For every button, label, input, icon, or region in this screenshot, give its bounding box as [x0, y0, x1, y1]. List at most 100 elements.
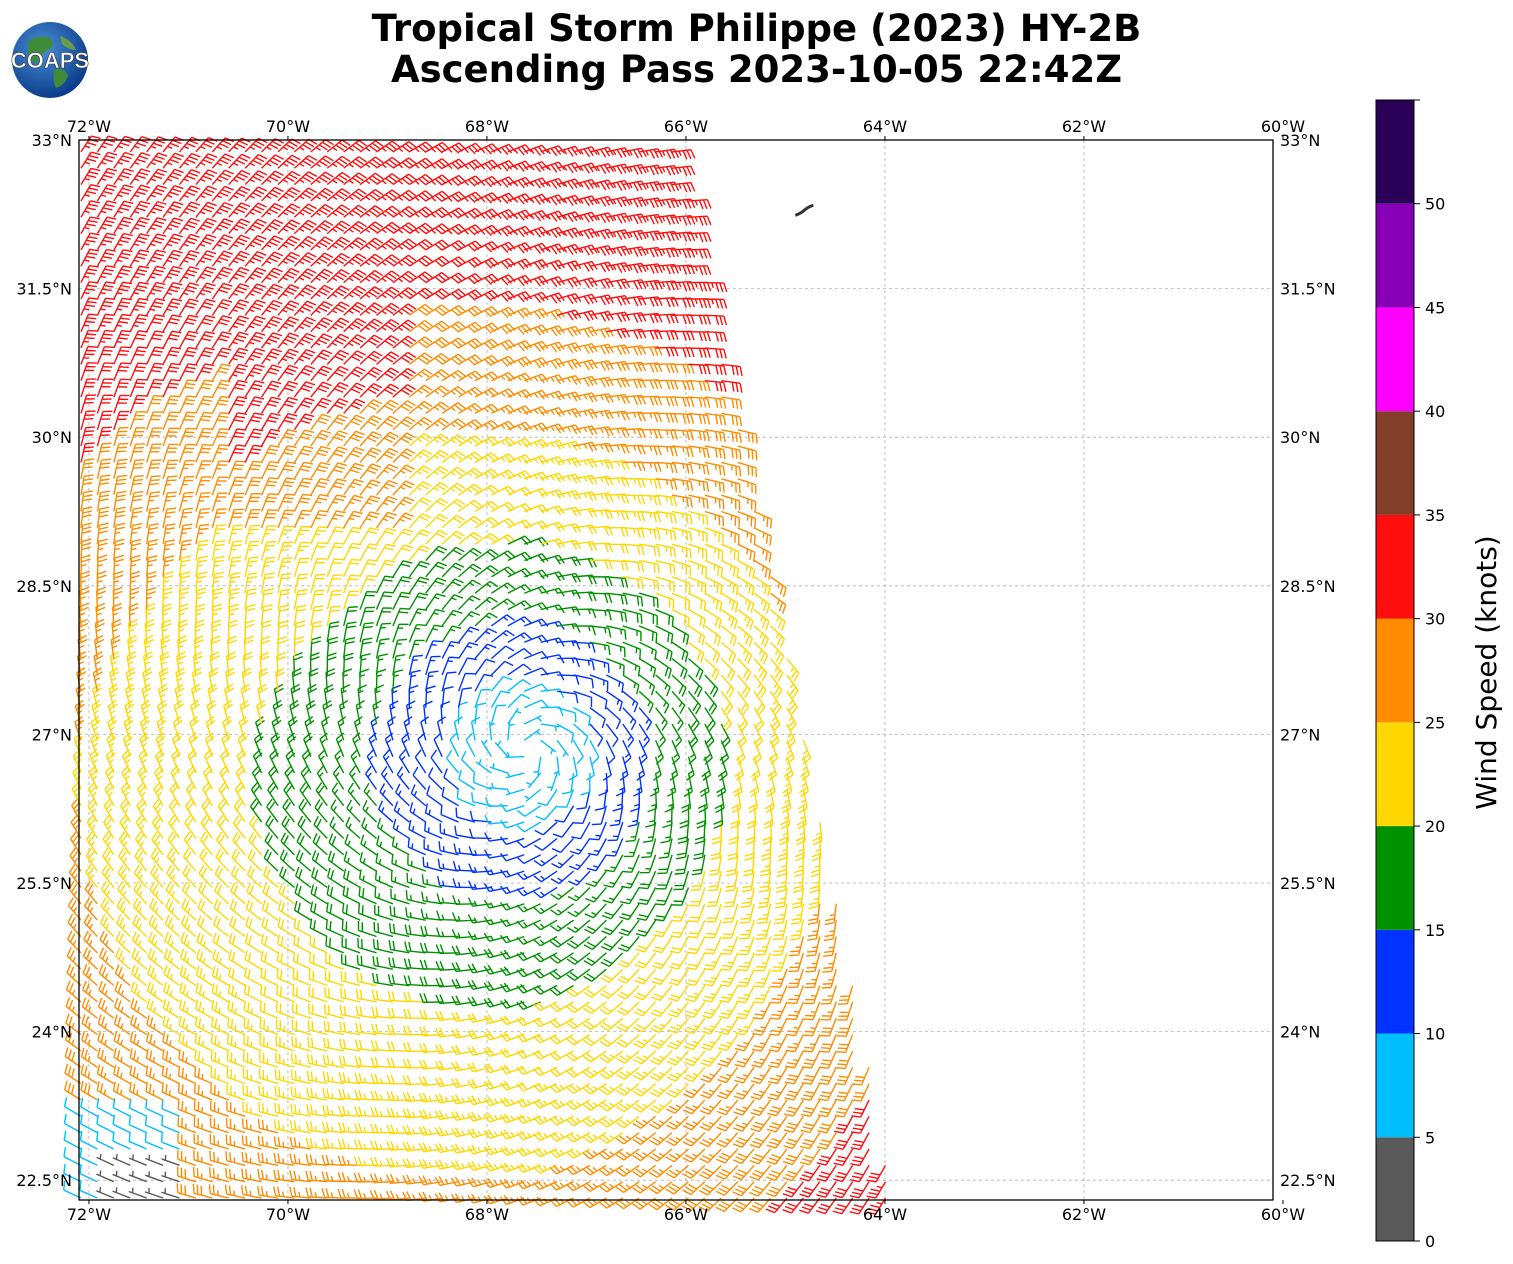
wind-barb	[226, 1050, 246, 1068]
wind-barb	[441, 288, 467, 301]
wind-barb	[782, 1164, 804, 1182]
lat-tick-label-right: 31.5°N	[1280, 280, 1336, 299]
wind-barb	[211, 444, 230, 463]
wind-barb	[719, 985, 739, 1003]
wind-barb	[228, 949, 246, 970]
wind-barb	[582, 1083, 607, 1095]
wind-barb	[79, 1180, 98, 1199]
wind-barb	[473, 772, 492, 791]
wind-barb	[277, 900, 295, 921]
wind-barb	[557, 690, 579, 704]
wind-barb	[195, 395, 214, 414]
wind-barb	[261, 364, 282, 382]
wind-barb	[375, 852, 394, 872]
lon-tick-label-bottom: 64°W	[863, 1205, 907, 1224]
wind-barb	[325, 953, 344, 970]
wind-barb	[359, 527, 380, 545]
wind-barb	[615, 1132, 640, 1145]
wind-barb	[458, 769, 476, 790]
wind-barb	[801, 740, 812, 765]
wind-barb	[227, 966, 246, 987]
wind-barb	[451, 1077, 476, 1089]
wind-barb	[260, 412, 281, 431]
wind-barb	[354, 1072, 377, 1085]
wind-barb	[194, 1066, 213, 1085]
wind-barb	[260, 444, 280, 463]
wind-barb	[767, 1099, 788, 1117]
wind-barb	[225, 1151, 246, 1167]
wind-barb	[836, 1034, 854, 1053]
wind-barb	[211, 476, 229, 496]
wind-barb	[425, 190, 450, 203]
wind-barb	[622, 674, 640, 695]
wind-barb	[786, 1017, 804, 1037]
wind-barb	[146, 378, 164, 398]
wind-barb	[178, 443, 196, 463]
wind-barb	[665, 1181, 689, 1195]
wind-barb	[177, 1133, 197, 1150]
wind-barb	[113, 378, 130, 398]
lon-tick-label-top: 66°W	[664, 117, 708, 136]
wind-barb	[309, 901, 328, 921]
wind-barb	[615, 1083, 640, 1097]
wind-barb	[80, 232, 100, 251]
wind-barb	[146, 1015, 164, 1036]
wind-barb	[499, 836, 525, 846]
wind-barb	[96, 1153, 115, 1166]
wind-barb	[468, 863, 492, 874]
wind-barb	[292, 985, 312, 1003]
wind-barb	[632, 1148, 657, 1162]
wind-barb	[326, 542, 345, 561]
wind-barb	[752, 1001, 772, 1020]
wind-barb	[309, 935, 328, 954]
wind-barb	[195, 298, 216, 316]
wind-barb	[716, 1115, 739, 1132]
wind-barb	[850, 1148, 870, 1167]
wind-barb	[95, 1187, 115, 1199]
wind-barb	[484, 797, 508, 807]
wind-barb	[824, 903, 837, 926]
wind-barb	[195, 444, 213, 463]
wind-barb	[343, 494, 364, 512]
wind-barb	[340, 684, 351, 708]
wind-barb	[784, 1083, 804, 1101]
wind-barb	[598, 1197, 624, 1209]
wind-barb	[310, 542, 328, 561]
wind-barb	[649, 1115, 673, 1130]
wind-barb	[144, 1132, 164, 1150]
wind-barb	[685, 968, 706, 987]
wind-barb	[688, 625, 706, 646]
wind-barb	[458, 642, 479, 659]
wind-barb	[750, 1066, 772, 1084]
wind-barb	[293, 934, 312, 954]
wind-barb	[815, 1197, 837, 1215]
wind-barb	[737, 543, 756, 562]
wind-barb	[80, 362, 97, 381]
wind-barb	[128, 1171, 147, 1183]
wind-barb	[63, 1113, 82, 1134]
wind-barb	[276, 985, 295, 1003]
wind-barb	[273, 1152, 295, 1167]
wind-barb	[96, 297, 116, 316]
wind-barb	[96, 329, 115, 349]
wind-barb	[80, 248, 100, 267]
wind-barb	[80, 1047, 98, 1068]
wind-barb	[195, 411, 214, 431]
wind-barb	[688, 559, 707, 577]
wind-barb	[375, 511, 397, 529]
wind-barb	[407, 837, 427, 856]
wind-barb	[257, 1135, 279, 1150]
wind-barb	[258, 1102, 279, 1117]
wind-barb	[500, 803, 525, 813]
wind-barb	[441, 223, 467, 236]
wind-barb	[655, 165, 680, 176]
wind-barb	[277, 917, 295, 938]
wind-barb	[557, 674, 580, 685]
wind-barb	[715, 1164, 739, 1180]
wind-barb	[273, 1119, 295, 1134]
bermuda-island	[794, 203, 814, 217]
wind-barb	[749, 1148, 772, 1165]
wind-barb	[549, 1050, 574, 1061]
wind-barb	[79, 1147, 98, 1166]
wind-barb	[322, 1104, 344, 1117]
